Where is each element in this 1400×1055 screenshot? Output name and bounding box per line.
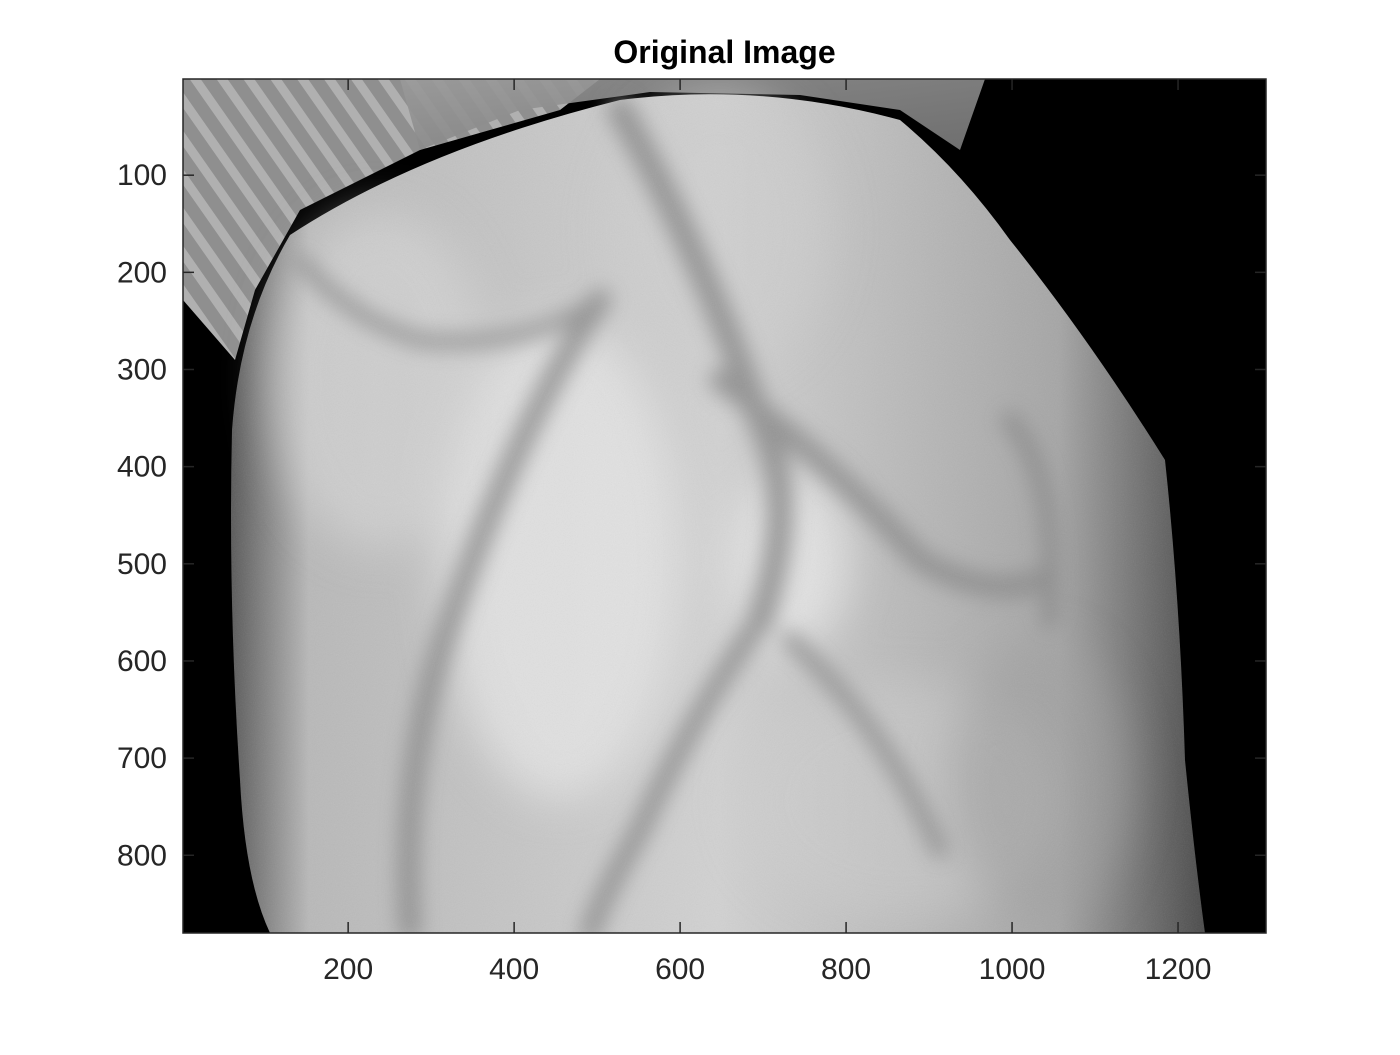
x-tick-label: 800 — [821, 953, 871, 986]
y-tick-label: 700 — [117, 742, 167, 775]
y-axis: 100 200 300 400 500 600 700 800 — [117, 159, 1266, 872]
y-tick-label: 600 — [117, 645, 167, 678]
y-tick-label: 300 — [117, 353, 167, 386]
x-tick-label: 600 — [655, 953, 705, 986]
y-tick-label: 500 — [117, 548, 167, 581]
y-tick-label: 400 — [117, 451, 167, 484]
y-tick-label: 800 — [117, 839, 167, 872]
x-tick-label: 1200 — [1145, 953, 1212, 986]
x-tick-label: 200 — [323, 953, 373, 986]
image-content — [183, 79, 1266, 933]
y-tick-label: 100 — [117, 159, 167, 192]
x-axis: 200 400 600 800 1000 1200 — [323, 79, 1211, 986]
x-tick-label: 400 — [489, 953, 539, 986]
axes-box — [182, 78, 1267, 934]
y-tick-label: 200 — [117, 256, 167, 289]
figure-title: Original Image — [613, 34, 836, 70]
x-tick-label: 1000 — [979, 953, 1046, 986]
